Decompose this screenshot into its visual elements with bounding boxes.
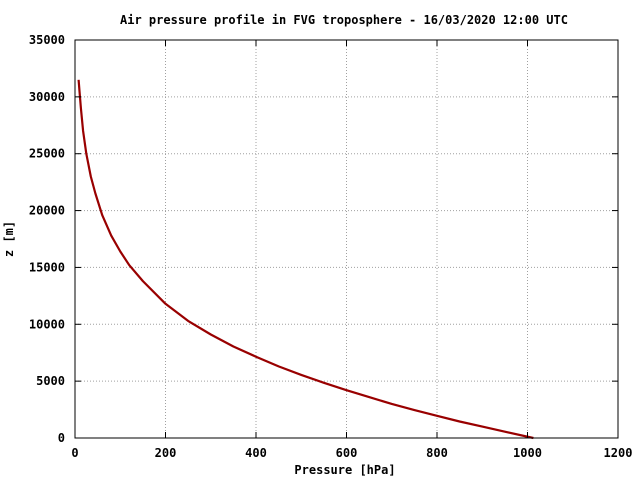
chart-title: Air pressure profile in FVG troposphere … xyxy=(120,13,568,27)
y-tick-label: 35000 xyxy=(29,33,65,47)
y-tick-label: 30000 xyxy=(29,90,65,104)
grid-lines xyxy=(75,40,618,438)
x-tick-label: 1000 xyxy=(513,446,542,460)
x-tick-label: 800 xyxy=(426,446,448,460)
x-tick-label: 0 xyxy=(71,446,78,460)
y-tick-label: 0 xyxy=(58,431,65,445)
y-tick-label: 20000 xyxy=(29,204,65,218)
pressure-profile-line xyxy=(77,79,534,440)
x-axis-label: Pressure [hPa] xyxy=(294,463,395,477)
y-tick-label: 15000 xyxy=(29,260,65,274)
y-axis-label: z [m] xyxy=(2,221,16,257)
y-tick-label: 5000 xyxy=(36,374,65,388)
x-tick-label: 400 xyxy=(245,446,267,460)
x-tick-label: 600 xyxy=(336,446,358,460)
x-tick-label: 1200 xyxy=(604,446,633,460)
y-tick-label: 25000 xyxy=(29,147,65,161)
series-layer xyxy=(77,79,534,440)
x-tick-label: 200 xyxy=(155,446,177,460)
y-tick-label: 10000 xyxy=(29,317,65,331)
axis-ticks: 0 200 400 600 800 1000 1200 0 5000 10000 15000 2000… xyxy=(29,33,633,460)
